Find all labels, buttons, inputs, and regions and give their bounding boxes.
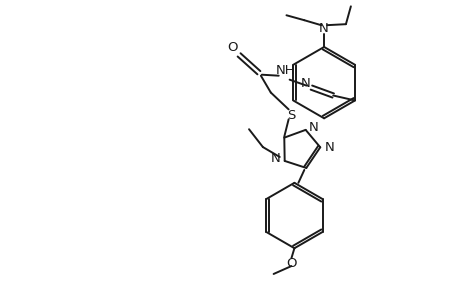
Text: N: N bbox=[270, 152, 280, 166]
Text: N: N bbox=[300, 77, 310, 90]
Text: N: N bbox=[319, 22, 328, 34]
Text: S: S bbox=[287, 109, 295, 122]
Text: O: O bbox=[226, 41, 237, 55]
Text: NH: NH bbox=[275, 64, 295, 77]
Text: O: O bbox=[285, 256, 296, 270]
Text: N: N bbox=[308, 122, 318, 134]
Text: N: N bbox=[324, 141, 333, 154]
